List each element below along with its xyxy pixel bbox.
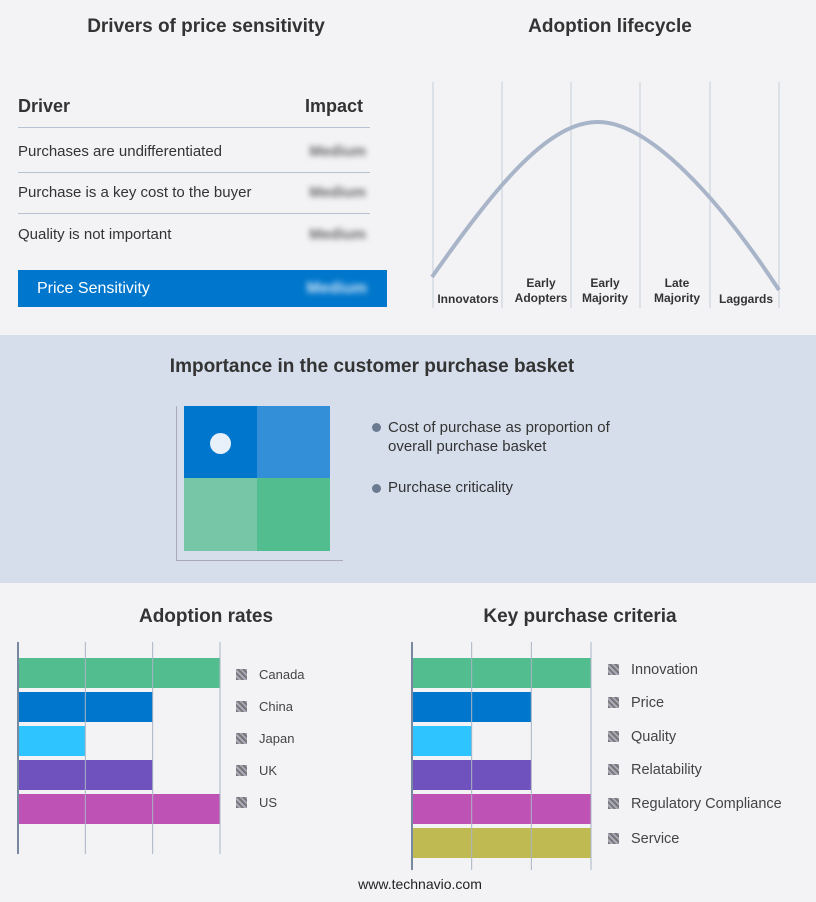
bullet-icon [372,423,381,432]
summary-label: Price Sensitivity [37,280,150,297]
stage-label: Late Majority [653,276,700,305]
driver-row: Purchases are undifferentiated Medium [18,132,370,173]
legend-swatch-icon [608,798,619,809]
bar-us [18,794,220,824]
bar-charts [17,642,592,870]
col-driver: Driver [18,96,71,116]
adoption-title: Adoption rates [138,606,274,627]
impact-value: Medium [309,226,366,243]
bar-quality [412,726,472,756]
basket-title: Importance in the customer purchase bask… [169,356,575,377]
stage-label: Innovators [437,292,499,306]
impact-value: Medium [309,184,366,201]
legend-swatch-icon [608,764,619,775]
basket-legend-item: Cost of purchase as proportion of overal… [388,419,610,455]
footer-url: www.technavio.com [358,876,482,892]
driver-label: Purchase is a key cost to the buyer [18,184,252,201]
legend-item: UK [236,763,277,778]
legend-label: Japan [259,731,295,746]
bullet-icon [372,484,381,493]
legend-swatch-icon [236,765,247,776]
matrix-cell [184,478,257,551]
bar-japan [18,726,86,756]
legend-item: Quality [608,729,676,745]
legend-swatch-icon [608,697,619,708]
legend-label: Relatability [631,762,702,778]
stage-label: Laggards [718,292,773,306]
legend-swatch-icon [608,664,619,675]
drivers-title: Drivers of price sensitivity [87,16,325,37]
driver-row: Purchase is a key cost to the buyer Mediu… [18,173,370,214]
legend-label: Canada [259,667,305,682]
legend-item: Japan [236,731,294,746]
divider [18,127,370,128]
basket-section [0,335,816,583]
lifecycle-chart [430,82,781,308]
stage-label: Early Adopters [514,276,568,305]
impact-value: Medium [309,143,366,160]
driver-row: Quality is not important Medium [18,215,370,255]
driver-label: Purchases are undifferentiated [18,143,223,160]
matrix-cell [257,478,330,551]
legend-swatch-icon [236,797,247,808]
bar-regulatory-compliance [412,794,591,824]
bar-service [412,828,591,858]
legend-label: Price [631,695,665,711]
legend-swatch-icon [236,669,247,680]
lifecycle-curve [430,119,781,292]
legend-item: Service [608,831,679,847]
legend-swatch-icon [236,701,247,712]
legend-item: Price [608,695,664,711]
legend-label: Quality [631,729,677,745]
legend-swatch-icon [608,731,619,742]
legend-item: Canada [236,667,305,682]
legend-item: Innovation [608,662,698,678]
summary-impact: Medium [306,280,367,297]
legend-label: Service [631,831,680,847]
matrix-axes [176,406,343,561]
legend-item: Relatability [608,762,702,778]
legend-item: Regulatory Compliance [608,796,782,812]
bar-canada [18,658,220,688]
legend-item: US [236,795,277,810]
price-sensitivity-summary: Price Sensitivity Medium [18,270,387,307]
legend-swatch-icon [236,733,247,744]
legend-label: Innovation [631,662,698,678]
basket-legend-item: Purchase criticality [388,479,514,496]
stage-label: Early Majority [581,276,628,305]
legend-label: US [259,795,278,810]
legend-label: China [259,699,293,714]
legend-swatch-icon [608,833,619,844]
lifecycle-title: Adoption lifecycle [528,16,692,37]
legend-label: UK [259,763,278,778]
driver-label: Quality is not important [18,226,172,243]
col-impact: Impact [305,96,364,116]
kpc-title: Key purchase criteria [483,606,677,627]
position-marker [210,433,231,454]
legend-label: Regulatory Compliance [631,796,782,812]
legend-item: China [236,699,293,714]
bar-innovation [412,658,591,688]
matrix-cell [257,406,330,478]
